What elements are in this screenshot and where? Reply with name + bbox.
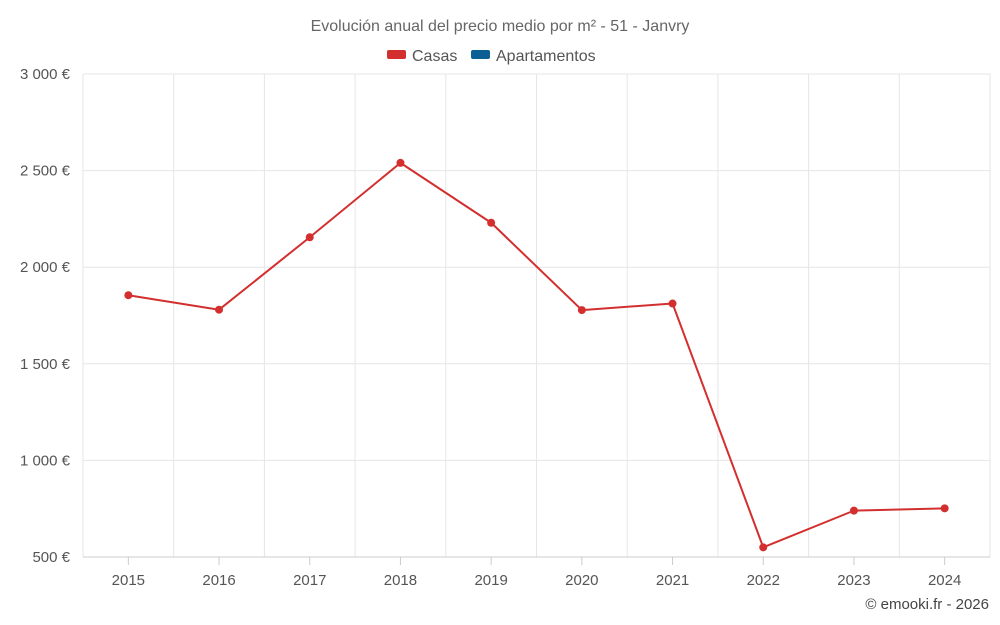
legend-swatch-casas <box>387 50 406 59</box>
y-tick-label: 2 000 € <box>20 259 71 276</box>
legend-swatch-apartamentos <box>471 50 490 59</box>
data-point[interactable] <box>759 543 768 552</box>
x-tick-label: 2021 <box>656 572 689 589</box>
x-tick-label: 2018 <box>384 572 417 589</box>
series-casas <box>124 158 949 552</box>
gridlines <box>82 73 991 558</box>
chart-title: Evolución anual del precio medio por m² … <box>311 18 690 35</box>
data-point[interactable] <box>305 233 314 242</box>
credit-text: © emooki.fr - 2026 <box>865 596 989 613</box>
x-tick-label: 2024 <box>928 572 961 589</box>
data-point[interactable] <box>215 305 224 314</box>
y-axis: 500 € 1 000 € 1 500 € 2 000 € 2 500 € 3 000 € <box>20 66 71 566</box>
x-axis: 2015 2016 2017 2018 2019 2020 2021 2022 2023 2024 <box>83 556 990 589</box>
x-tick-label: 2019 <box>474 572 507 589</box>
x-tick-label: 2017 <box>293 572 326 589</box>
data-point[interactable] <box>849 506 858 515</box>
data-point[interactable] <box>124 291 133 300</box>
series-line-casas <box>128 161 945 549</box>
x-tick-label: 2022 <box>747 572 780 589</box>
legend: Casas Apartamentos <box>387 48 596 65</box>
data-point[interactable] <box>396 158 405 167</box>
data-point[interactable] <box>577 306 586 315</box>
x-tick-label: 2015 <box>112 572 145 589</box>
legend-label-apartamentos[interactable]: Apartamentos <box>496 48 596 65</box>
legend-label-casas[interactable]: Casas <box>412 48 457 65</box>
x-tick-label: 2020 <box>565 572 598 589</box>
data-point[interactable] <box>487 218 496 227</box>
x-tick-label: 2016 <box>202 572 235 589</box>
y-tick-label: 500 € <box>32 549 70 566</box>
y-tick-label: 1 000 € <box>20 452 71 469</box>
data-point[interactable] <box>940 504 949 513</box>
data-point[interactable] <box>668 299 677 308</box>
x-tick-label: 2023 <box>837 572 870 589</box>
y-tick-label: 1 500 € <box>20 356 71 373</box>
y-tick-label: 2 500 € <box>20 163 71 180</box>
y-tick-label: 3 000 € <box>20 66 71 83</box>
